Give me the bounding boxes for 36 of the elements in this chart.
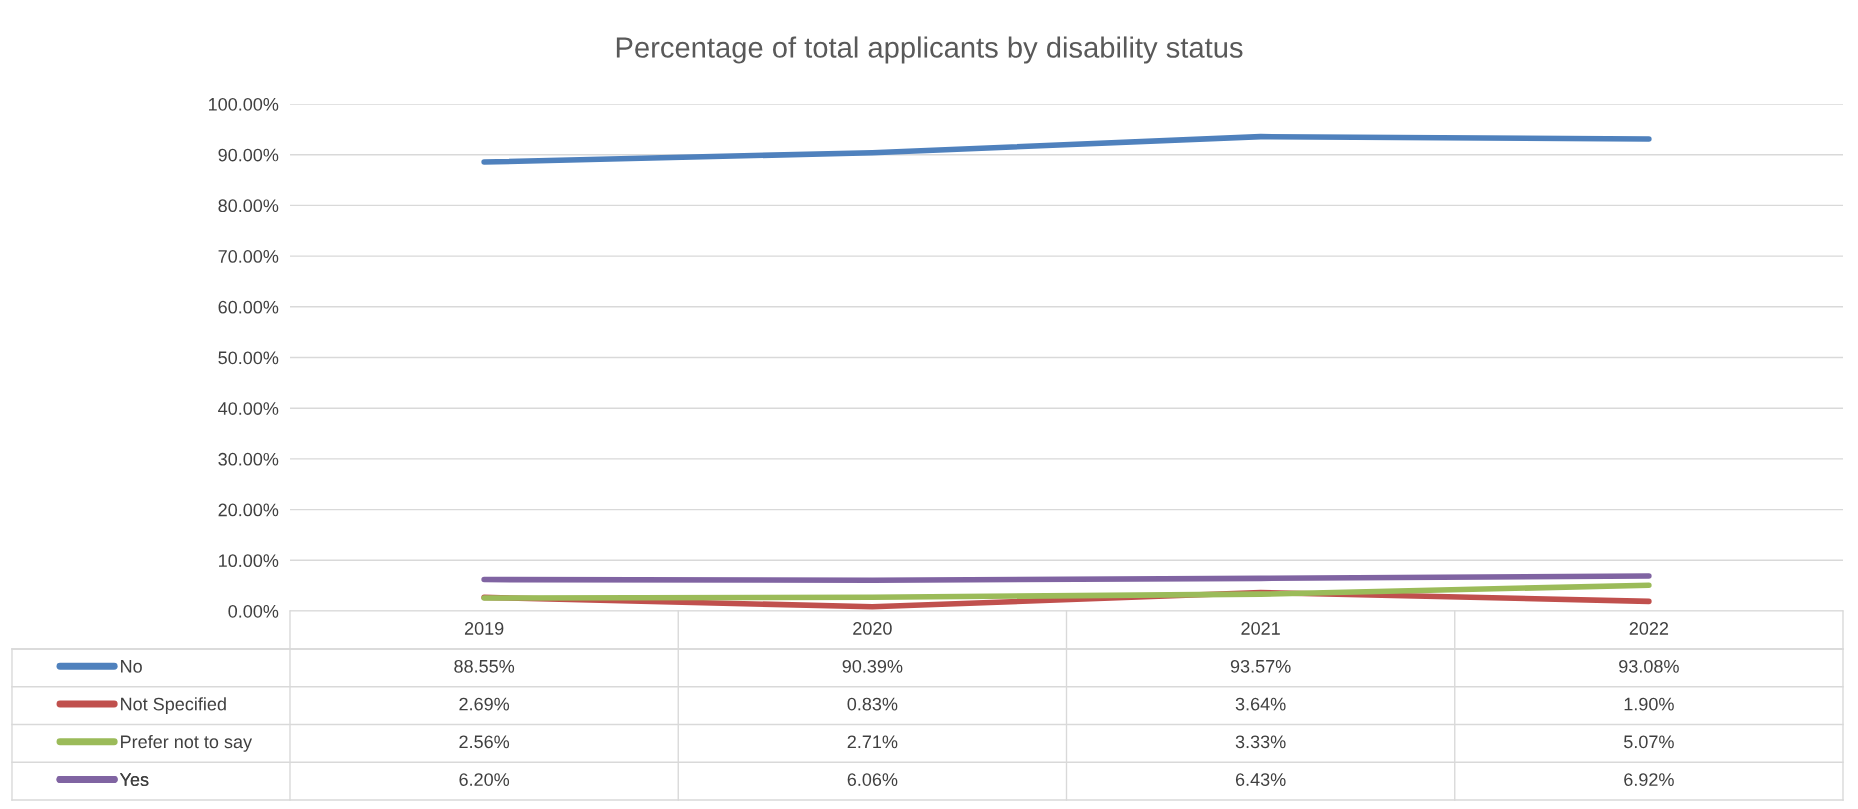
data-label: 6.43% <box>1235 773 1286 786</box>
data-label: 3.64% <box>1235 697 1286 711</box>
x-tick-label: 2020 <box>853 622 892 635</box>
y-tick-label: 0.00% <box>228 604 279 618</box>
legend-label: Yes <box>119 773 149 786</box>
data-label: 6.06% <box>847 773 898 786</box>
y-tick-label: 50.00% <box>218 351 279 365</box>
chart-title: Percentage of total applicants by disability status <box>616 36 1243 64</box>
y-tick-label: 70.00% <box>218 250 279 263</box>
y-tick-label: 40.00% <box>218 402 279 415</box>
legend-label: Not Specified <box>121 697 226 715</box>
y-tick-label: 90.00% <box>218 148 279 162</box>
data-label: 2.56% <box>459 735 510 749</box>
y-tick-label: 60.00% <box>218 300 279 314</box>
y-tick-label: 10.00% <box>219 554 279 568</box>
data-label: 0.83% <box>847 697 898 711</box>
data-label: 88.55% <box>454 659 515 673</box>
y-tick-label: 30.00% <box>218 452 279 466</box>
legend-label: Prefer not to say <box>121 734 253 752</box>
data-label: 93.57% <box>1230 659 1291 673</box>
y-tick-label: 100.00% <box>208 97 279 111</box>
data-label: 2.69% <box>459 697 510 711</box>
data-label: 93.08% <box>1619 659 1679 673</box>
data-label: 6.20% <box>459 773 510 786</box>
x-tick-label: 2021 <box>1241 622 1280 635</box>
y-tick-label: 20.00% <box>218 503 279 517</box>
y-tick-label: 80.00% <box>218 199 279 213</box>
data-label: 1.90% <box>1624 697 1674 711</box>
x-tick-label: 2019 <box>464 622 504 635</box>
x-tick-label: 2022 <box>1629 622 1669 635</box>
data-label: 5.07% <box>1624 735 1674 749</box>
legend-label: No <box>121 660 142 673</box>
data-label: 90.39% <box>842 659 903 673</box>
data-label: 3.33% <box>1235 735 1286 749</box>
data-label: 2.71% <box>847 735 898 749</box>
data-label: 6.92% <box>1624 773 1674 786</box>
